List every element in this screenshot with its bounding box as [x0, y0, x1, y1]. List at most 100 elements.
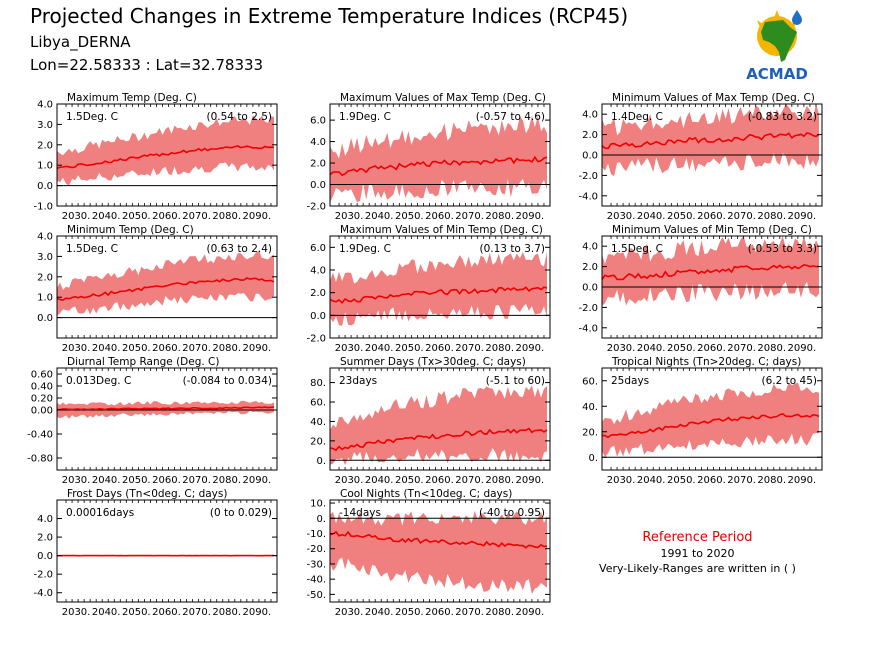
mean-line	[329, 530, 548, 549]
reference-note: Very-Likely-Ranges are written in ( )	[599, 562, 796, 575]
x-tick-label: 2060.	[697, 211, 726, 222]
range-band	[57, 115, 274, 186]
chart-title: Minimum Values of Max Temp (Deg. C)	[612, 92, 815, 104]
y-tick-label: -40.	[306, 575, 326, 586]
x-tick-label: 2040.	[92, 475, 121, 486]
mean-line	[329, 427, 548, 452]
chart-title: Tropical Nights (Tn>20deg. C; days)	[611, 356, 801, 368]
chart-title: Frost Days (Tn<0deg. C; days)	[67, 488, 227, 500]
chart-title: Maximum Temp (Deg. C)	[67, 92, 197, 104]
x-tick-label: 2070.	[455, 475, 484, 486]
x-tick-label: 2090.	[243, 343, 272, 354]
x-tick-label: 2080.	[757, 475, 786, 486]
chart-8: 2030. 2040. 2050. 2060. 2070. 2080. 2090. 0. 20.…	[310, 356, 551, 486]
x-tick-label: 2080.	[485, 607, 514, 618]
value-label: 1.9Deg. C	[339, 243, 391, 255]
x-tick-label: 2040.	[92, 343, 121, 354]
y-tick-label: 40.	[582, 402, 598, 413]
page-header: Projected Changes in Extreme Temperature…	[0, 0, 879, 90]
x-tick-label: 2030.	[607, 211, 636, 222]
x-tick-label: 2070.	[727, 475, 756, 486]
range-label: (0.54 to 2.5)	[207, 111, 273, 123]
x-tick-label: 2030.	[335, 607, 364, 618]
x-tick-label: 2040.	[637, 343, 666, 354]
chart-title: Maximum Values of Max Temp (Deg. C)	[340, 92, 546, 104]
y-tick-label: -50.	[306, 590, 326, 601]
y-tick-label: -30.	[306, 559, 326, 570]
chart-title: Diurnal Temp Range (Deg. C)	[67, 356, 219, 368]
x-tick-label: 2040.	[365, 343, 394, 354]
plot-frame	[56, 103, 278, 207]
x-tick-label: 2070.	[455, 607, 484, 618]
y-tick-label: -0.40	[27, 430, 53, 441]
x-tick-label: 2060.	[152, 607, 181, 618]
mean-line	[56, 406, 275, 411]
x-tick-label: 2030.	[335, 211, 364, 222]
plot-frame	[329, 103, 551, 207]
y-tick-label: 0.0	[37, 551, 53, 562]
location-coords: Lon=22.58333 : Lat=32.78333	[30, 56, 264, 74]
value-label: 1.5Deg. C	[611, 243, 663, 255]
y-tick-label: 0.0	[37, 313, 53, 324]
x-tick-label: 2080.	[212, 211, 241, 222]
x-tick-label: 2070.	[182, 607, 211, 618]
x-tick-label: 2090.	[516, 607, 545, 618]
y-tick-label: 0.20	[31, 394, 53, 405]
mean-line	[56, 277, 275, 301]
value-label: 1.5Deg. C	[66, 243, 118, 255]
plot-frame	[56, 367, 278, 471]
y-tick-label: 4.0	[37, 514, 53, 525]
x-tick-label: 2050.	[395, 475, 424, 486]
range-label: (0.13 to 3.7)	[480, 243, 546, 255]
x-tick-label: 2030.	[62, 343, 91, 354]
y-tick-label: 0.0	[582, 151, 598, 162]
plot-frame	[56, 235, 278, 339]
x-tick-label: 2040.	[637, 475, 666, 486]
value-label: 0.00016days	[66, 507, 134, 519]
y-tick-label: -2.0	[306, 334, 326, 345]
x-tick-label: 2030.	[335, 475, 364, 486]
y-tick-label: 6.0	[310, 116, 326, 127]
range-label: (6.2 to 45)	[762, 375, 817, 387]
x-tick-label: 2080.	[757, 211, 786, 222]
y-tick-label: -0.80	[27, 454, 53, 465]
x-tick-label: 2090.	[243, 475, 272, 486]
chart-4: 2030. 2040. 2050. 2060. 2070. 2080. 2090. 0.0 1.…	[37, 224, 278, 354]
x-tick-label: 2050.	[395, 211, 424, 222]
value-label: 23days	[339, 375, 377, 387]
y-tick-label: 4.0	[310, 137, 326, 148]
y-tick-label: -20.	[306, 544, 326, 555]
x-tick-label: 2080.	[212, 343, 241, 354]
mean-line	[602, 413, 820, 439]
logo-text: ACMAD	[746, 65, 808, 83]
x-tick-label: 2040.	[92, 211, 121, 222]
y-tick-label: 40.	[310, 417, 326, 428]
chart-7: 2030. 2040. 2050. 2060. 2070. 2080. 2090. -0.80…	[27, 356, 278, 486]
y-tick-label: 3.0	[37, 252, 53, 263]
x-tick-label: 2030.	[607, 475, 636, 486]
range-band	[602, 382, 819, 458]
range-label: (-5.1 to 60)	[486, 375, 545, 387]
chart-title: Minimum Temp (Deg. C)	[67, 224, 194, 236]
y-tick-label: 80.	[310, 378, 326, 389]
value-label: 1.9Deg. C	[339, 111, 391, 123]
x-tick-label: 2050.	[122, 607, 151, 618]
x-tick-label: 2090.	[516, 475, 545, 486]
y-tick-label: -2.0	[578, 171, 598, 182]
x-tick-label: 2080.	[212, 475, 241, 486]
acmad-logo: ACMAD	[746, 10, 808, 83]
x-tick-label: 2050.	[395, 343, 424, 354]
mean-line	[56, 145, 275, 170]
y-tick-label: 2.0	[37, 533, 53, 544]
range-band	[57, 250, 274, 316]
range-label: (-0.53 to 3.3)	[748, 243, 817, 255]
range-label: (-0.084 to 0.034)	[183, 375, 272, 387]
x-tick-label: 2040.	[637, 211, 666, 222]
page-title: Projected Changes in Extreme Temperature…	[30, 4, 629, 28]
y-tick-label: 0.0	[582, 283, 598, 294]
x-tick-label: 2040.	[92, 607, 121, 618]
y-tick-label: 2.0	[310, 288, 326, 299]
x-tick-label: 2030.	[62, 475, 91, 486]
range-label: (-0.57 to 4.6)	[476, 111, 545, 123]
plot-frame	[329, 367, 551, 471]
